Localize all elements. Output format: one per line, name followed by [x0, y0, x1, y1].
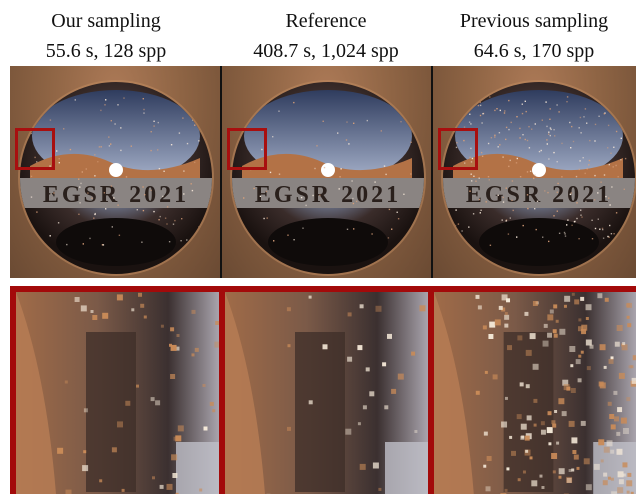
- scene-render: EGSR 2021: [441, 80, 636, 276]
- column-title: Reference: [285, 10, 367, 32]
- render-our-sampling: EGSR 2021: [10, 66, 220, 278]
- band-text: EGSR 2021: [43, 182, 189, 208]
- band-text: EGSR 2021: [255, 182, 401, 208]
- zoomed-crop: [434, 292, 636, 494]
- column-stats: 55.6 s, 128 spp: [45, 40, 167, 62]
- render-previous-sampling: EGSR 2021: [433, 66, 636, 278]
- render-reference: EGSR 2021: [222, 66, 431, 278]
- highlight-box: [438, 128, 478, 170]
- column-stats: 64.6 s, 170 spp: [473, 40, 595, 62]
- column-stats: 408.7 s, 1,024 spp: [253, 40, 399, 62]
- scene-render: EGSR 2021: [230, 80, 426, 276]
- zoom-previous-sampling: [434, 292, 636, 494]
- zoom-our-sampling: [16, 292, 219, 494]
- column-header-our-sampling: Our sampling 55.6 s, 128 spp: [0, 6, 212, 66]
- zoom-reference: [225, 292, 428, 494]
- column-header-previous-sampling: Previous sampling 64.6 s, 170 spp: [428, 6, 636, 66]
- panel-divider: [431, 66, 433, 278]
- highlight-box: [227, 128, 267, 170]
- column-header-reference: Reference 408.7 s, 1,024 spp: [220, 6, 432, 66]
- zoomed-crop: [16, 292, 219, 494]
- panel-divider: [220, 66, 222, 278]
- band-text: EGSR 2021: [466, 182, 612, 208]
- column-title: Previous sampling: [459, 10, 609, 32]
- highlight-box: [15, 128, 55, 170]
- zoomed-crop: [225, 292, 428, 494]
- column-title: Our sampling: [51, 10, 161, 32]
- scene-render: EGSR 2021: [18, 80, 214, 276]
